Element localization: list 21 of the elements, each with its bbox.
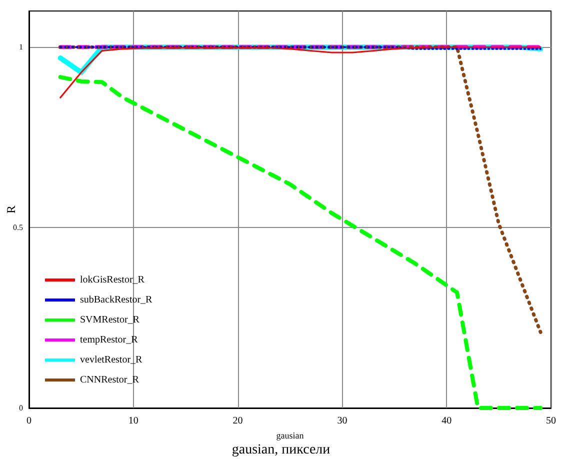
line-series (58, 45, 542, 334)
legend-label: SVMRestor_R (80, 314, 140, 326)
x-tick-label: 50 (546, 416, 556, 426)
legend-label: vevletRestor_R (80, 354, 143, 366)
legend-label: tempRestor_R (80, 334, 138, 346)
x-tick-label: 0 (26, 416, 32, 426)
x-tick-label: 10 (128, 416, 138, 426)
y-tick-label: 1 (19, 42, 23, 52)
text: gausian, пиксели (232, 442, 331, 458)
y-tick-label: 0.5 (13, 223, 23, 232)
line-series (60, 46, 542, 98)
x-axis-title: gausian (276, 430, 304, 440)
legend-label: subBackRestor_R (80, 294, 153, 306)
legend-label: lokGisRestor_R (80, 274, 145, 286)
x-tick-label: 40 (442, 416, 452, 426)
y-axis-title: R (4, 205, 18, 214)
x-tick-label: 20 (232, 416, 243, 426)
line-series (58, 75, 543, 410)
x-tick-label: 30 (337, 416, 348, 426)
y-tick-label: 0 (19, 404, 23, 412)
legend-label: CNNRestor_R (80, 374, 140, 386)
